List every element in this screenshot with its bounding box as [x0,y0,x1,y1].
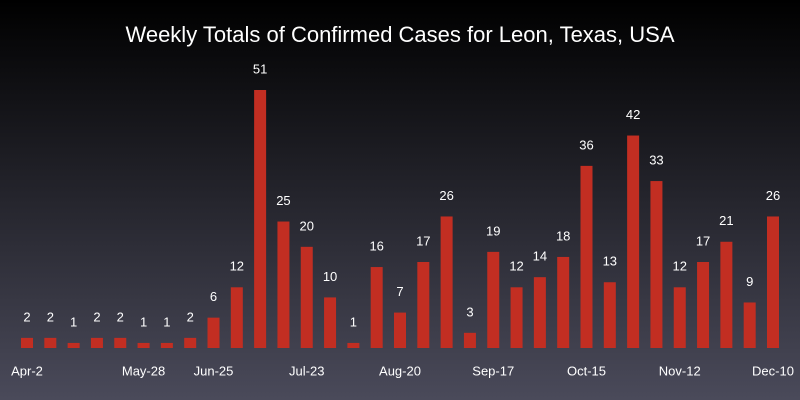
data-label: 26 [439,188,453,203]
bar [347,342,360,348]
data-label: 3 [466,304,473,319]
data-label: 36 [579,137,593,152]
bar [743,302,756,348]
bar [673,287,686,348]
data-label: 1 [350,314,357,329]
bar [580,165,593,348]
bar [21,337,33,348]
bar [720,241,733,348]
x-tick-label: Jun-25 [194,363,234,378]
bar [254,90,267,348]
bar [230,287,243,348]
data-label: 42 [626,107,640,122]
data-label: 2 [117,309,124,324]
bar [207,317,220,348]
bar [440,216,453,348]
data-label: 2 [187,309,194,324]
bar [160,342,173,348]
x-tick-label: Oct-15 [567,363,606,378]
x-tick-label: May-28 [122,363,165,378]
data-label: 16 [369,238,383,253]
x-tick-label: Dec-10 [752,363,794,378]
data-label: 18 [556,228,570,243]
data-label: 26 [766,188,780,203]
bar [277,221,290,348]
bar [463,332,476,348]
bar [533,277,546,348]
data-label: 7 [396,284,403,299]
x-tick-label: Nov-12 [659,363,701,378]
data-label: 17 [696,233,710,248]
data-label: 33 [649,152,663,167]
bar [487,251,500,348]
chart-title: Weekly Totals of Confirmed Cases for Leo… [125,22,674,47]
bar [417,262,430,348]
data-label: 12 [230,259,244,274]
data-label: 25 [276,193,290,208]
data-label: 1 [140,314,147,329]
bar [394,312,406,348]
bar [137,342,150,348]
data-label: 2 [93,309,100,324]
data-label: 14 [533,249,547,264]
x-tick-label: Apr-2 [11,363,43,378]
bar [650,181,663,348]
data-label: 51 [253,61,267,76]
data-label: 9 [746,274,753,289]
bar [557,256,570,348]
bar [697,262,710,348]
bar [90,337,103,348]
data-label: 2 [47,309,54,324]
bar [300,246,313,348]
x-tick-label: Sep-17 [472,363,514,378]
data-label: 1 [70,314,77,329]
data-label: 21 [719,213,733,228]
data-label: 12 [509,259,523,274]
bar [67,342,80,348]
bar [44,337,57,348]
data-label: 13 [603,254,617,269]
bar [324,297,337,348]
bar [184,337,197,348]
bar [370,267,383,348]
data-label: 17 [416,233,430,248]
data-label: 12 [673,259,687,274]
data-label: 19 [486,223,500,238]
data-label: 20 [300,218,314,233]
bar [767,216,779,348]
bar [627,135,640,348]
x-tick-label: Jul-23 [289,363,324,378]
bar [603,282,616,348]
data-label: 10 [323,269,337,284]
data-label: 1 [163,314,170,329]
data-label: 2 [23,309,30,324]
data-label: 6 [210,289,217,304]
bar [510,287,523,348]
bar [114,337,127,348]
x-tick-label: Aug-20 [379,363,421,378]
